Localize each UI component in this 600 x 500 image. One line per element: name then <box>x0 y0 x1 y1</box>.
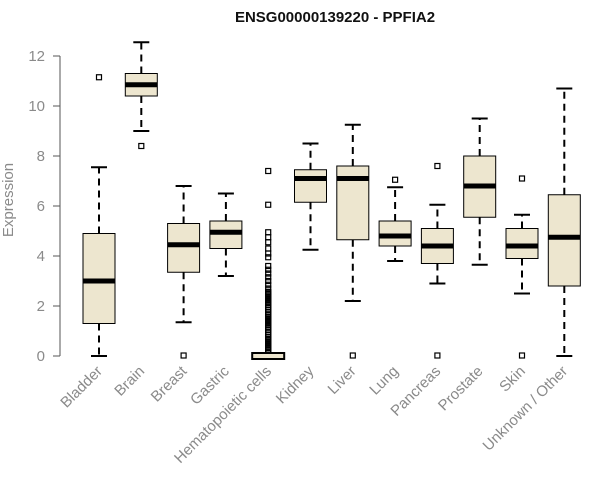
box-liver <box>336 123 370 359</box>
box-unknown-other <box>547 87 581 357</box>
box-brain <box>124 41 158 150</box>
box-breast <box>167 185 201 359</box>
box-bladder <box>82 74 116 357</box>
x-tick-label: Lung <box>366 363 402 399</box>
box-gastric <box>209 192 243 277</box>
x-tick-label: Brain <box>111 363 148 400</box>
box-lung <box>378 176 412 262</box>
y-tick-label: 8 <box>37 148 45 165</box>
chart-title: ENSG00000139220 - PPFIA2 <box>235 9 435 26</box>
box-iqr <box>167 223 201 273</box>
y-tick-label: 10 <box>28 98 45 115</box>
outlier-point <box>265 229 272 236</box>
x-tick-label: Kidney <box>273 362 318 407</box>
outlier-point <box>434 352 441 359</box>
box-prostate <box>463 117 497 266</box>
outlier-point <box>265 234 272 241</box>
x-tick-label: Breast <box>148 362 191 405</box>
outlier-point <box>265 201 272 208</box>
boxes-group <box>82 41 581 360</box>
box-zero-band <box>251 352 286 360</box>
outlier-point <box>518 175 526 182</box>
y-axis: 0 2 4 6 8 10 12 <box>28 48 61 365</box>
y-tick-label: 2 <box>37 298 45 315</box>
outlier-point <box>434 162 441 170</box>
outlier-point <box>265 254 272 261</box>
outlier-point <box>518 352 526 359</box>
box-iqr <box>547 194 581 287</box>
outlier-point <box>95 74 103 81</box>
outlier-point <box>265 239 272 246</box>
y-tick-label: 0 <box>37 348 45 365</box>
outlier-point <box>265 288 272 295</box>
outlier-point <box>265 270 272 277</box>
outlier-point <box>265 281 272 288</box>
y-tick-label: 4 <box>37 248 45 265</box>
outlier-point <box>138 142 145 150</box>
box-iqr <box>294 169 327 203</box>
y-axis-label: Expression <box>0 163 17 237</box>
y-tick-label: 12 <box>28 48 45 65</box>
outlier-point <box>265 262 272 270</box>
box-kidney <box>294 142 327 251</box>
outlier-point <box>349 352 356 359</box>
outlier-point <box>265 274 272 281</box>
outlier-point <box>180 352 187 359</box>
box-skin <box>505 175 539 359</box>
outlier-point <box>265 250 272 257</box>
outlier-point <box>265 245 272 252</box>
x-tick-label: Skin <box>496 363 529 396</box>
outlier-point <box>265 266 272 273</box>
box-pancreas <box>420 162 454 359</box>
x-tick-label: Bladder <box>57 363 106 412</box>
x-tick-label: Prostate <box>435 363 487 415</box>
outlier-point <box>265 277 272 285</box>
x-tick-label: Liver <box>325 363 360 398</box>
y-tick-label: 6 <box>37 198 45 215</box>
box-hematopoietic-cells <box>251 167 286 360</box>
outlier-point <box>392 176 399 183</box>
outlier-point <box>265 167 272 175</box>
